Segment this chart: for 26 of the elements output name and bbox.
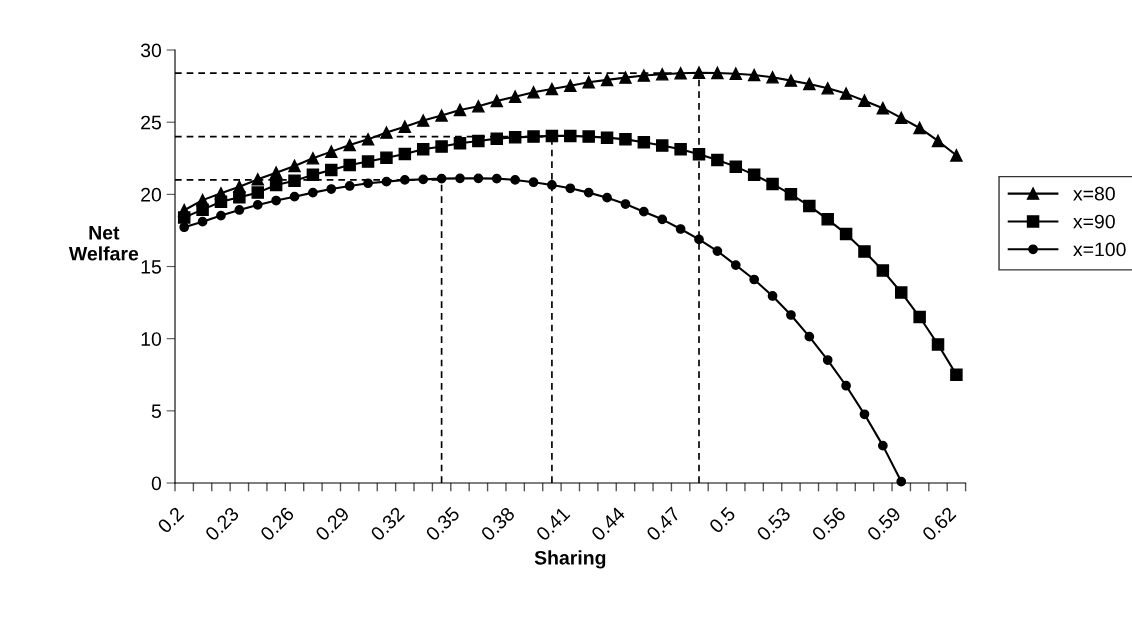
x-tick-label: 0.53 (755, 506, 792, 542)
x-tick-label: 0.62 (921, 506, 957, 542)
y-tick-label: 0 (151, 476, 162, 491)
x-tick-label: 0.38 (480, 506, 516, 542)
x-tick-label: 0.29 (314, 506, 350, 542)
x-tick-label: 0.23 (204, 506, 240, 542)
x-tick-label: 0.5 (708, 506, 737, 534)
x-tick-label: 0.44 (590, 506, 626, 542)
x-tick-label: 0.59 (866, 506, 902, 542)
x-tick-label: 0.35 (424, 506, 461, 542)
y-tick-label: 5 (151, 404, 161, 419)
x-tick-label: 0.2 (156, 506, 185, 534)
legend-label: x=90 (1073, 214, 1115, 229)
x-tick-label: 0.32 (369, 506, 406, 542)
x-tick-label: 0.41 (535, 506, 571, 542)
x-tick-label: 0.56 (811, 506, 847, 542)
y-axis-title: Net Welfare (68, 226, 139, 261)
y-tick-label: 30 (140, 43, 162, 58)
y-tick-label: 10 (141, 332, 162, 346)
y-tick-label: 15 (141, 260, 161, 274)
y-tick-label: 20 (141, 187, 162, 202)
legend-label: x=100 (1073, 242, 1126, 257)
y-tick-label: 25 (141, 115, 161, 130)
legend-label: x=80 (1073, 186, 1115, 201)
x-axis-title: Sharing (534, 550, 606, 569)
x-tick-label: 0.26 (259, 506, 295, 542)
